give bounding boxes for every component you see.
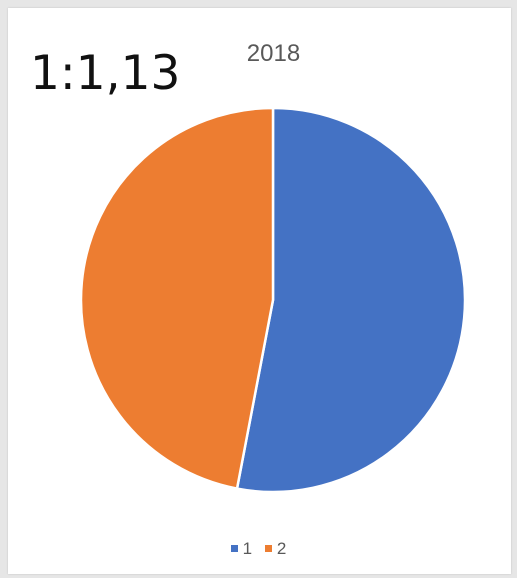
legend-swatch-2 [264,545,272,552]
legend-label-2: 2 [276,538,287,558]
legend-item-1: 1 [230,538,253,559]
pie-slice-2 [79,106,275,491]
legend-swatch-1 [230,545,238,552]
legend-label-1: 1 [242,538,253,558]
pie-slice-1 [235,106,467,494]
chart-legend: 1 2 [0,537,517,559]
chart-title: 2018 [246,40,301,67]
legend-item-2: 2 [264,538,287,559]
ratio-annotation: 1:1,13 [30,46,181,101]
